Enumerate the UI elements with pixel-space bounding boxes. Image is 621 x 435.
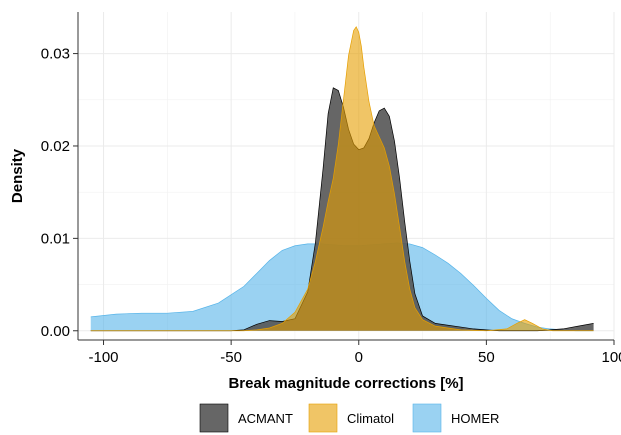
y-tick-label: 0.02 [41, 138, 70, 155]
axes [77, 12, 614, 341]
y-tick-label: 0.00 [41, 323, 70, 340]
legend-key-acmant [199, 403, 229, 433]
density-area-climatol [90, 26, 594, 331]
density-line-climatol [90, 26, 594, 332]
legend-label-climatol: Climatol [347, 411, 394, 426]
x-tick-label: -100 [89, 349, 119, 366]
legend-key-climatol [308, 403, 338, 433]
legend-key-homer [412, 403, 442, 433]
legend: ACMANT Climatol HOMER [199, 403, 499, 433]
density-areas [90, 26, 594, 332]
y-tick-label: 0.03 [41, 46, 70, 63]
x-tick-label: -50 [220, 349, 242, 366]
x-tick-label: 0 [355, 349, 363, 366]
x-tick-label: 100 [601, 349, 621, 366]
y-axis-title: Density [9, 148, 26, 203]
y-tick-label: 0.01 [41, 230, 70, 247]
y-ticks: 0.00 0.01 0.02 0.03 [41, 46, 78, 340]
legend-label-acmant: ACMANT [238, 411, 293, 426]
legend-label-homer: HOMER [451, 411, 499, 426]
x-ticks: -100 -50 0 50 100 [89, 340, 621, 366]
x-tick-label: 50 [478, 349, 495, 366]
x-axis-title: Break magnitude corrections [%] [228, 375, 463, 392]
